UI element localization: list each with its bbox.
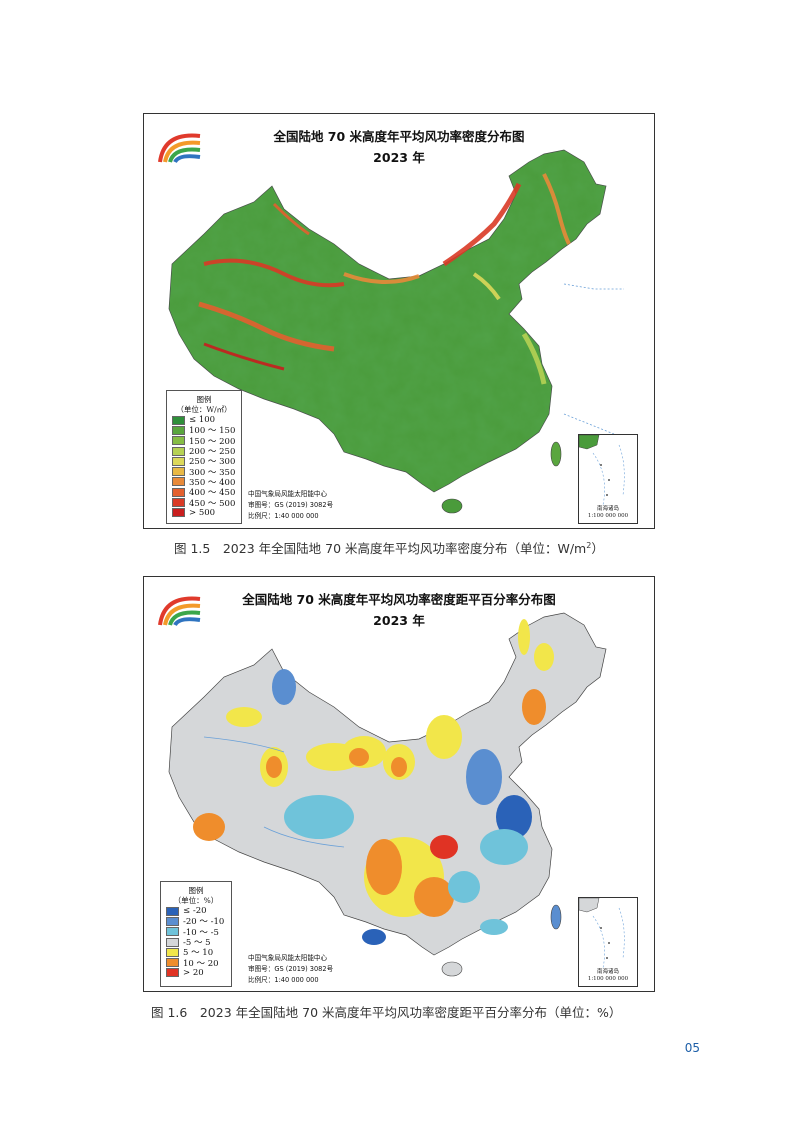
map1-credit: 中国气象局风能太阳能中心 审图号：GS (2019) 3082号 比例尺：1:4… xyxy=(248,489,333,522)
map2-credit: 中国气象局风能太阳能中心 审图号：GS (2019) 3082号 比例尺：1:4… xyxy=(248,953,333,986)
map2-legend-item: > 20 xyxy=(161,968,231,978)
map1-caption: 图 1.5 2023 年全国陆地 70 米高度年平均风功率密度分布（单位：W/m… xyxy=(174,540,604,556)
map2-hainan xyxy=(441,961,463,977)
map1-title: 全国陆地 70 米高度年平均风功率密度分布图 2023 年 xyxy=(144,126,654,166)
map1-legend-title: 图例 xyxy=(196,395,212,404)
map2-legend-item: 10 ～ 20 xyxy=(161,957,231,969)
map1-south-china-sea-inset: 南海诸岛 1:100 000 000 xyxy=(578,434,638,524)
map1-title-line1: 全国陆地 70 米高度年平均风功率密度分布图 xyxy=(273,129,525,144)
map1-legend-item: ≤ 100 xyxy=(167,415,241,425)
map2-south-china-sea-inset: 南海诸岛 1:100 000 000 xyxy=(578,897,638,987)
map1-legend-item: 350 ～ 400 xyxy=(167,477,241,488)
map1-legend-item: 400 ～ 450 xyxy=(167,487,241,498)
map2-credit-org: 中国气象局风能太阳能中心 xyxy=(248,954,328,962)
map2-legend-item: -5 ～ 5 xyxy=(161,937,231,948)
map1-hainan xyxy=(441,498,463,514)
map1-title-line2: 2023 年 xyxy=(373,150,425,165)
map1-high-wind-areas xyxy=(198,173,571,385)
map1-legend-unit: （单位：W/㎡） xyxy=(176,405,232,414)
page-number: 05 xyxy=(684,1041,700,1055)
map2-caption: 图 1.6 2023 年全国陆地 70 米高度年平均风功率密度距平百分率分布（单… xyxy=(151,1005,622,1020)
map2-logo-icon xyxy=(156,589,204,633)
map2-credit-review: 审图号：GS (2019) 3082号 xyxy=(248,965,334,973)
map1-taiwan xyxy=(550,441,562,467)
map1-legend-item: 250 ～ 300 xyxy=(167,456,241,467)
map2-inset-label: 南海诸岛 xyxy=(596,969,619,975)
map1-logo-icon xyxy=(156,126,204,170)
map2-legend-unit: （单位：%） xyxy=(173,896,219,905)
map1-inset-scale: 1:100 000 000 xyxy=(587,513,629,519)
map1-inset-label: 南海诸岛 xyxy=(596,506,619,512)
map2-legend-title: 图例 xyxy=(188,886,204,895)
map1-legend-item: 100 ～ 150 xyxy=(167,425,241,436)
map2-legend-item: ≤ -20 xyxy=(161,906,231,916)
map1-china-land xyxy=(168,149,624,514)
map1-legend-item: 150 ～ 200 xyxy=(167,436,241,447)
map2-legend-item: 5 ～ 10 xyxy=(161,947,231,958)
map2-title: 全国陆地 70 米高度年平均风功率密度距平百分率分布图 2023 年 xyxy=(144,589,654,629)
map1-legend-item: 300 ～ 350 xyxy=(167,466,241,478)
map2-inset-scale: 1:100 000 000 xyxy=(587,976,629,982)
map1-legend: 图例 （单位：W/㎡） ≤ 100 100 ～ 150 150 ～ 200 20… xyxy=(166,390,242,524)
map1-credit-scale: 比例尺：1:40 000 000 xyxy=(248,512,319,520)
map2-frame: 全国陆地 70 米高度年平均风功率密度距平百分率分布图 2023 年 图例 （单… xyxy=(143,576,655,992)
map1-legend-item: 200 ～ 250 xyxy=(167,446,241,457)
map2-china-land xyxy=(168,612,607,977)
map2-legend: 图例 （单位：%） ≤ -20 -20 ～ -10 -10 ～ -5 -5 ～ … xyxy=(160,881,232,987)
map1-legend-item: 450 ～ 500 xyxy=(167,497,241,509)
map2-taiwan xyxy=(550,904,562,930)
map2-credit-scale: 比例尺：1:40 000 000 xyxy=(248,976,319,984)
map2-title-line2: 2023 年 xyxy=(373,613,425,628)
map1-frame: 全国陆地 70 米高度年平均风功率密度分布图 2023 年 图例 （单位：W/㎡… xyxy=(143,113,655,529)
map1-credit-review: 审图号：GS (2019) 3082号 xyxy=(248,501,334,509)
map2-title-line1: 全国陆地 70 米高度年平均风功率密度距平百分率分布图 xyxy=(242,592,556,607)
map2-anomaly-areas xyxy=(193,619,554,945)
map1-legend-item: > 500 xyxy=(167,508,241,518)
map2-legend-item: -10 ～ -5 xyxy=(161,927,231,938)
map1-credit-org: 中国气象局风能太阳能中心 xyxy=(248,490,328,498)
map2-legend-item: -20 ～ -10 xyxy=(161,916,231,927)
